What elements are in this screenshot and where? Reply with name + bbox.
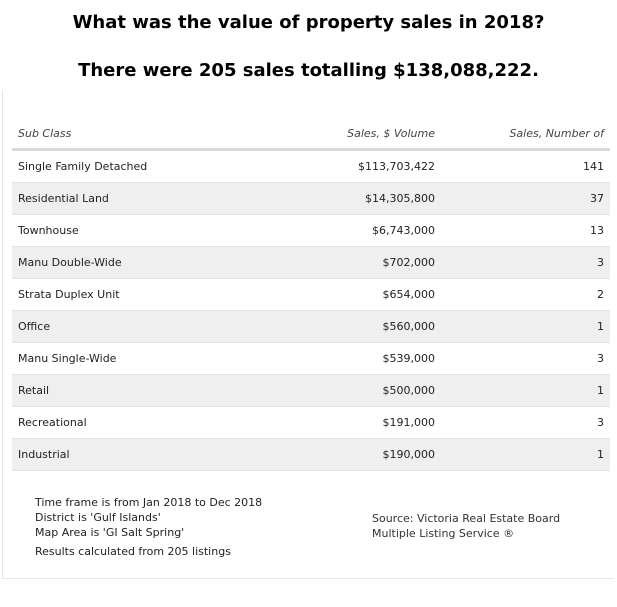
sub-class-cell: Single Family Detached: [12, 149, 274, 183]
volume-cell: $560,000: [274, 310, 441, 343]
query-notes: Time frame is from Jan 2018 to Dec 2018 …: [35, 495, 262, 559]
sub-class-cell: Strata Duplex Unit: [12, 278, 274, 311]
number-cell: 1: [441, 310, 610, 343]
volume-cell: $14,305,800: [274, 182, 441, 215]
sub-class-cell: Manu Double-Wide: [12, 246, 274, 279]
number-cell: 141: [441, 149, 610, 183]
source-credit: Source: Victoria Real Estate Board Multi…: [372, 511, 560, 541]
results-note: Results calculated from 205 listings: [35, 545, 231, 558]
sub-class-cell: Manu Single-Wide: [12, 342, 274, 375]
volume-cell: $191,000: [274, 406, 441, 439]
sub-class-cell: Office: [12, 310, 274, 343]
volume-cell: $702,000: [274, 246, 441, 279]
time-frame-note: Time frame is from Jan 2018 to Dec 2018: [35, 496, 263, 509]
volume-cell: $190,000: [274, 438, 441, 471]
header-sales-number: Sales, Number of: [441, 118, 610, 151]
table-row: Office $560,000 1: [12, 310, 610, 343]
volume-cell: $654,000: [274, 278, 441, 311]
table-row: Recreational $191,000 3: [12, 406, 610, 439]
volume-cell: $539,000: [274, 342, 441, 375]
sub-class-cell: Retail: [12, 374, 274, 407]
volume-cell: $500,000: [274, 374, 441, 407]
map-area-note: Map Area is 'GI Salt Spring': [35, 526, 185, 539]
sub-class-cell: Industrial: [12, 438, 274, 471]
table-row: Retail $500,000 1: [12, 374, 610, 407]
summary-headline: There were 205 sales totalling $138,088,…: [78, 60, 539, 81]
district-note: District is 'Gulf Islands': [35, 511, 161, 524]
table-row: Townhouse $6,743,000 13: [12, 214, 610, 247]
table-row: Residential Land $14,305,800 37: [12, 182, 610, 215]
table-row: Strata Duplex Unit $654,000 2: [12, 278, 610, 311]
sales-card: Sub Class Sales, $ Volume Sales, Number …: [2, 90, 614, 579]
table-row: Single Family Detached $113,703,422 141: [12, 149, 610, 183]
number-cell: 3: [441, 342, 610, 375]
header-sub-class: Sub Class: [12, 118, 274, 151]
volume-cell: $113,703,422: [274, 149, 441, 183]
number-cell: 1: [441, 438, 610, 471]
table-row: Manu Double-Wide $702,000 3: [12, 246, 610, 279]
number-cell: 37: [441, 182, 610, 215]
sub-class-cell: Residential Land: [12, 182, 274, 215]
source-line-2: Multiple Listing Service ®: [372, 527, 515, 540]
table-row: Industrial $190,000 1: [12, 438, 610, 471]
number-cell: 2: [441, 278, 610, 311]
number-cell: 1: [441, 374, 610, 407]
table-header-row: Sub Class Sales, $ Volume Sales, Number …: [12, 118, 610, 151]
sales-table: Sub Class Sales, $ Volume Sales, Number …: [12, 118, 610, 471]
source-line-1: Source: Victoria Real Estate Board: [372, 512, 561, 525]
number-cell: 3: [441, 406, 610, 439]
sub-class-cell: Recreational: [12, 406, 274, 439]
sub-class-cell: Townhouse: [12, 214, 274, 247]
number-cell: 13: [441, 214, 610, 247]
page-title: What was the value of property sales in …: [72, 12, 545, 33]
volume-cell: $6,743,000: [274, 214, 441, 247]
header-sales-volume: Sales, $ Volume: [274, 118, 441, 151]
number-cell: 3: [441, 246, 610, 279]
table-row: Manu Single-Wide $539,000 3: [12, 342, 610, 375]
